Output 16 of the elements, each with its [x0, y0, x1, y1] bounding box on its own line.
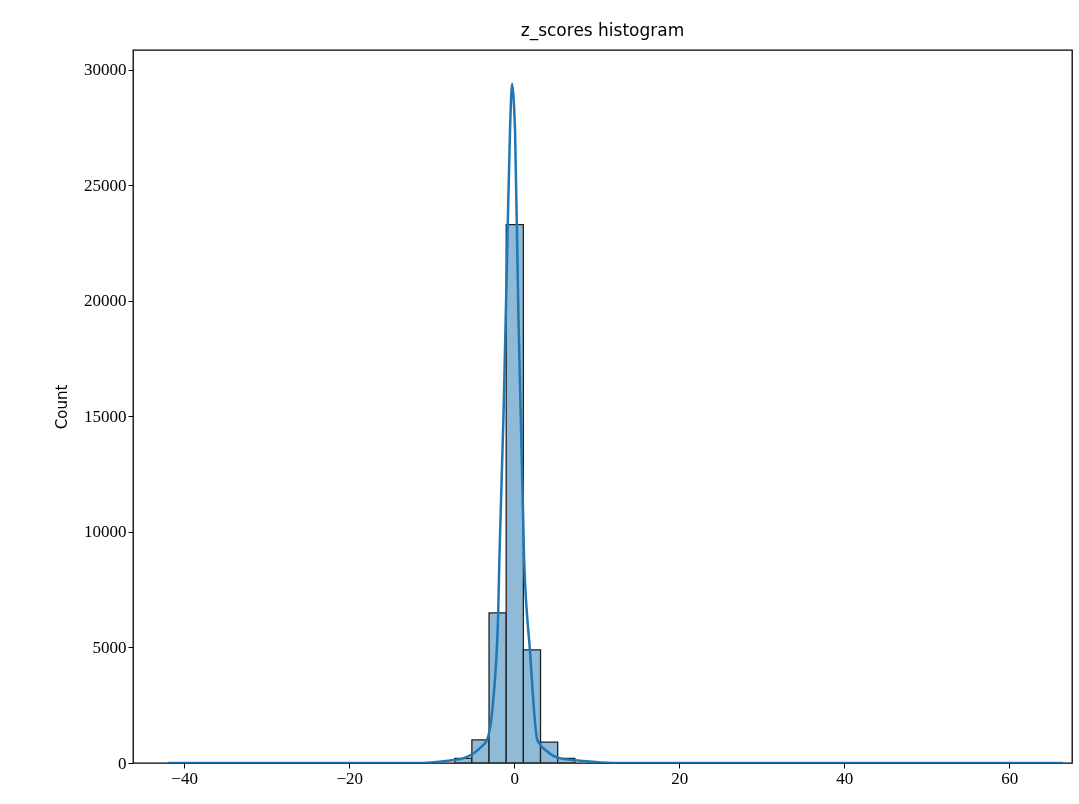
y-tick-label: 10000 [84, 522, 127, 542]
x-tick-label: −20 [336, 768, 363, 788]
x-tick-label: 0 [510, 768, 519, 788]
y-tick-label: 15000 [84, 406, 127, 426]
y-tick-label: 30000 [84, 60, 127, 80]
x-tick-label: −40 [171, 768, 198, 788]
x-tick-label: 60 [1001, 768, 1019, 788]
y-tick-label: 5000 [92, 637, 127, 657]
line-series [166, 82, 1065, 763]
chart-title: z_scores histogram [520, 20, 685, 41]
y-axis-title: Count [53, 384, 71, 430]
y-tick-label: 25000 [84, 175, 127, 195]
x-tick-label: 40 [836, 768, 854, 788]
y-tick-label: 20000 [84, 291, 127, 311]
x-tick-label: 20 [671, 768, 689, 788]
y-tick-label: 0 [118, 753, 127, 773]
